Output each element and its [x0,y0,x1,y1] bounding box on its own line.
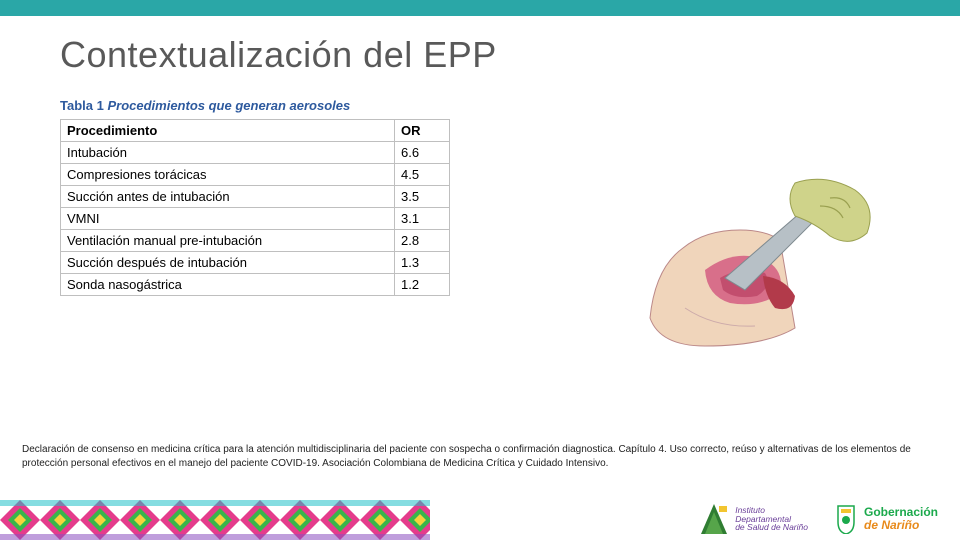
table-row: Compresiones torácicas4.5 [61,164,450,186]
gob-text: Gobernación de Nariño [864,506,938,531]
footer-logos: Instituto Departamental de Salud de Nari… [699,502,938,536]
aerosol-procedures-table: Procedimiento OR Intubación6.6 Compresio… [60,119,450,296]
footer: Instituto Departamental de Salud de Nari… [0,492,960,540]
col-or: OR [395,120,450,142]
page-title: Contextualización del EPP [60,34,912,76]
table-row: Ventilación manual pre-intubación2.8 [61,230,450,252]
ids-icon [699,502,729,536]
gob-icon [834,504,858,534]
citation-text: Declaración de consenso en medicina crít… [22,443,938,470]
ids-narino-logo: Instituto Departamental de Salud de Nari… [699,502,808,536]
gobernacion-narino-logo: Gobernación de Nariño [834,504,938,534]
table-row: Succión antes de intubación3.5 [61,186,450,208]
intubation-illustration [645,178,895,348]
table-row: Intubación6.6 [61,142,450,164]
decorative-pattern [0,500,430,540]
table-caption: Tabla 1 Procedimientos que generan aeros… [60,98,912,113]
table-row: Sonda nasogástrica1.2 [61,274,450,296]
table-row: Succión después de intubación1.3 [61,252,450,274]
caption-prefix: Tabla 1 [60,98,104,113]
col-procedimiento: Procedimiento [61,120,395,142]
ids-text: Instituto Departamental de Salud de Nari… [735,506,808,533]
top-accent-bar [0,0,960,16]
caption-rest: Procedimientos que generan aerosoles [107,98,350,113]
table-row: VMNI3.1 [61,208,450,230]
table-header-row: Procedimiento OR [61,120,450,142]
